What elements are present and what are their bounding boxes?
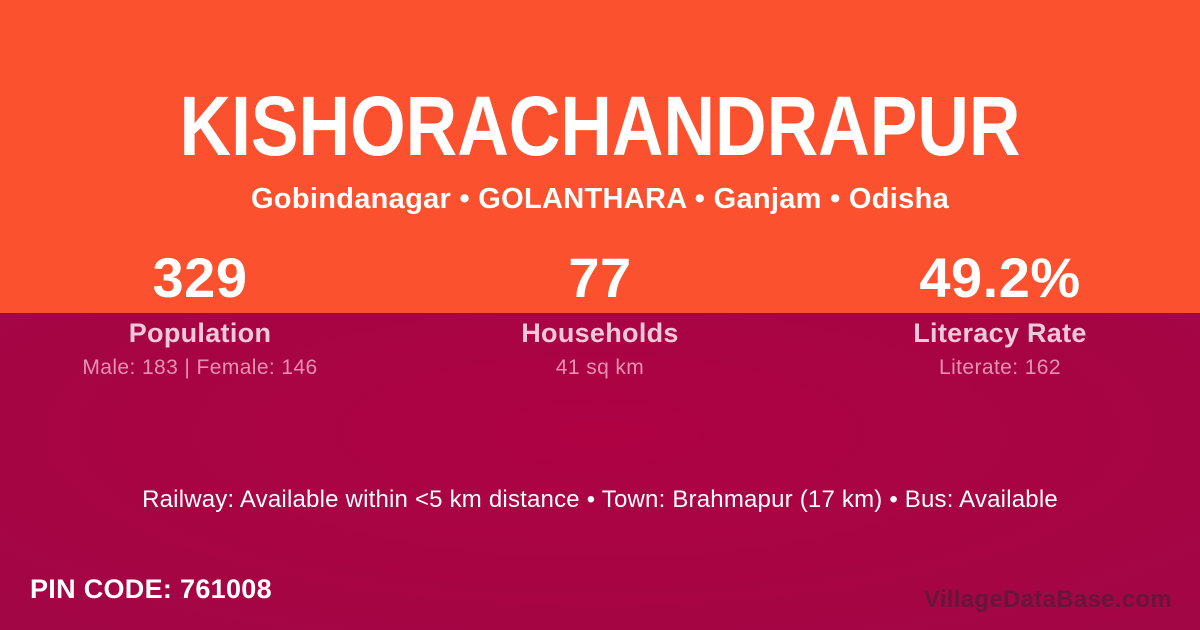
literacy-detail: Literate: 162	[939, 356, 1061, 379]
households-value: 77	[568, 246, 632, 309]
population-value: 329	[152, 246, 248, 309]
population-label: Population	[128, 318, 272, 348]
literacy-value: 49.2%	[919, 246, 1081, 309]
households-detail: 41 sq km	[555, 356, 645, 379]
stat-population: 329 Population Male: 183 | Female: 146	[0, 243, 400, 380]
bottom-magenta-band	[0, 313, 1200, 630]
stat-literacy: 49.2% Literacy Rate Literate: 162	[800, 243, 1200, 380]
location-breadcrumb: Gobindanagar • GOLANTHARA • Ganjam • Odi…	[250, 183, 950, 215]
stats-row: 329 Population Male: 183 | Female: 146 7…	[0, 243, 1200, 380]
households-label: Households	[521, 318, 679, 348]
site-watermark: VillageDataBase.com	[923, 586, 1172, 613]
village-title: KISHORACHANDRAPUR	[179, 79, 1021, 173]
literacy-label: Literacy Rate	[913, 318, 1087, 348]
stat-households: 77 Households 41 sq km	[400, 243, 800, 380]
population-detail: Male: 183 | Female: 146	[82, 356, 318, 379]
pin-code-text: PIN CODE: 761008	[30, 574, 272, 604]
top-orange-band	[0, 0, 1200, 313]
transport-availability-line: Railway: Available within <5 km distance…	[142, 486, 1058, 513]
